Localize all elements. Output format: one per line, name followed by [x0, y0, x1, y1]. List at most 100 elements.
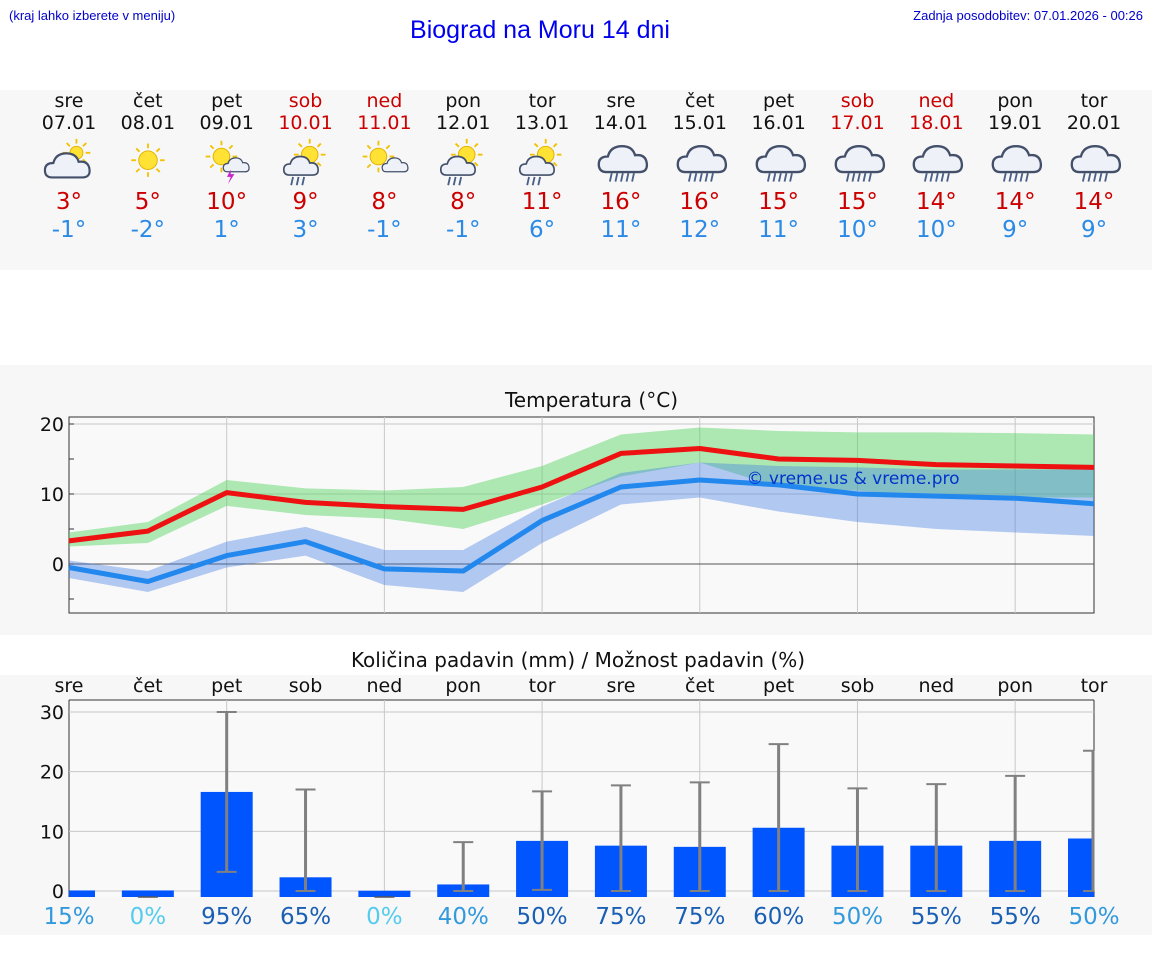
y-tick-label: 10 — [40, 821, 64, 843]
cloudy-sun-icon — [43, 138, 91, 179]
y-tick-label: 0 — [52, 554, 64, 576]
min-temp: 11° — [758, 217, 800, 243]
precip-probability: 75% — [674, 904, 726, 930]
max-temp: 14° — [915, 189, 957, 215]
forecast-day: sob 17.01 15° 10° — [818, 90, 898, 244]
precip-probability: 15% — [43, 904, 95, 930]
day-name: sre — [54, 90, 84, 112]
precip-day-label: ned — [918, 675, 955, 697]
precip-probability: 0% — [366, 904, 403, 930]
temperature-chart: Temperatura (°C) 0 10 20 © vreme.us & vreme.… — [40, 388, 1095, 614]
forecast-day: sre 14.01 16° 11° — [581, 90, 661, 244]
day-date: 10.01 — [278, 112, 333, 134]
sun-rain-icon — [282, 138, 325, 186]
min-temp-range-band — [69, 462, 1094, 592]
rain-cloud-icon — [1070, 144, 1122, 182]
forecast-day: čet 08.01 5° -2° — [108, 90, 188, 244]
y-tick-label: 30 — [40, 702, 64, 724]
day-name: pet — [763, 90, 795, 112]
day-date: 13.01 — [514, 112, 570, 134]
day-name: pet — [211, 90, 243, 112]
day-name: sob — [288, 90, 323, 112]
watermark: © vreme.us & vreme.pro — [746, 469, 959, 489]
precip-day-label: tor — [528, 675, 556, 697]
precip-day-label: sre — [606, 675, 636, 697]
min-temp: 10° — [915, 217, 957, 243]
precip-day-label: pet — [211, 675, 243, 697]
sun-rain-icon — [440, 138, 483, 186]
precip-bar — [1068, 838, 1094, 897]
day-date: 08.01 — [120, 112, 176, 134]
precip-day-label: sre — [54, 675, 84, 697]
precipitation-chart: Količina padavin (mm) / Možnost padavin … — [40, 648, 1095, 903]
precip-probability: 65% — [279, 904, 332, 930]
day-date: 15.01 — [672, 112, 727, 134]
precip-probability: 95% — [201, 904, 253, 930]
precip-probability: 75% — [595, 904, 647, 930]
min-temp: 1° — [213, 217, 240, 243]
sun-storm-icon — [205, 140, 250, 185]
min-temp: 9° — [1002, 217, 1029, 243]
precip-day-label: pet — [763, 675, 795, 697]
day-date: 11.01 — [357, 112, 412, 134]
day-name: sob — [840, 90, 875, 112]
day-date: 19.01 — [987, 112, 1043, 134]
day-name: čet — [133, 90, 163, 112]
precip-day-label: pon — [445, 675, 482, 697]
precip-bar — [358, 890, 411, 897]
day-name: tor — [528, 90, 556, 112]
rain-cloud-icon — [676, 144, 727, 182]
max-temp: 14° — [1073, 189, 1115, 215]
day-date: 20.01 — [1066, 112, 1122, 134]
max-temp: 8° — [450, 189, 477, 215]
y-tick-label: 20 — [40, 414, 64, 436]
y-tick-label: 0 — [52, 881, 64, 903]
min-temp: -2° — [130, 217, 166, 243]
forecast-day: pet 16.01 15° 11° — [739, 90, 819, 244]
precip-day-label: čet — [685, 675, 715, 697]
forecast-day: sre 07.01 3° -1° — [29, 90, 109, 244]
day-name: pon — [445, 90, 482, 112]
forecast-day: pet 09.01 10° 1° — [187, 90, 267, 244]
forecast-day: pon 12.01 8° -1° — [423, 90, 503, 244]
precip-bar — [69, 890, 95, 897]
min-temp: -1° — [446, 217, 481, 243]
min-temp-line — [68, 477, 1095, 584]
precip-day-label: čet — [133, 675, 163, 697]
forecast-day: čet 15.01 16° 12° — [660, 90, 740, 244]
chart-title: Količina padavin (mm) / Možnost padavin … — [351, 648, 805, 672]
location-hint: (kraj lahko izberete v meniju) — [9, 8, 176, 23]
day-date: 12.01 — [436, 112, 491, 134]
precip-day-label: sob — [288, 675, 323, 697]
precip-day-label: sob — [840, 675, 875, 697]
max-temp: 8° — [371, 189, 398, 215]
plot-area — [68, 416, 1095, 614]
day-name: ned — [366, 90, 403, 112]
precip-day-label: tor — [1080, 675, 1108, 697]
day-date: 09.01 — [199, 112, 254, 134]
rain-cloud-icon — [834, 144, 885, 182]
day-date: 18.01 — [909, 112, 964, 134]
precip-probability: 60% — [753, 904, 805, 930]
min-temp: 9° — [1080, 217, 1108, 243]
max-temp: 11° — [521, 189, 563, 215]
forecast-day: tor 20.01 14° 9° — [1054, 90, 1134, 244]
sun-cloud-icon — [363, 140, 409, 173]
rain-cloud-icon — [597, 144, 649, 182]
page-title: Biograd na Moru 14 dni — [410, 16, 670, 44]
min-temp: 12° — [679, 217, 721, 243]
precip-probability: 0% — [129, 904, 167, 930]
rain-cloud-icon — [912, 144, 964, 182]
forecast-row: sre 07.01 3° -1° čet 08.01 5° -2° pet 09.0… — [0, 90, 1152, 270]
precip-probability: 50% — [831, 904, 884, 930]
day-date: 16.01 — [751, 112, 806, 134]
day-date: 14.01 — [593, 112, 649, 134]
max-temp: 15° — [758, 189, 800, 215]
forecast-band — [0, 90, 1152, 270]
max-temp: 16° — [600, 189, 642, 215]
max-temp: 9° — [292, 189, 319, 215]
precip-day-label: ned — [366, 675, 403, 697]
max-temp: 15° — [837, 189, 878, 215]
min-temp: 11° — [600, 217, 642, 243]
sun-icon — [131, 143, 165, 177]
